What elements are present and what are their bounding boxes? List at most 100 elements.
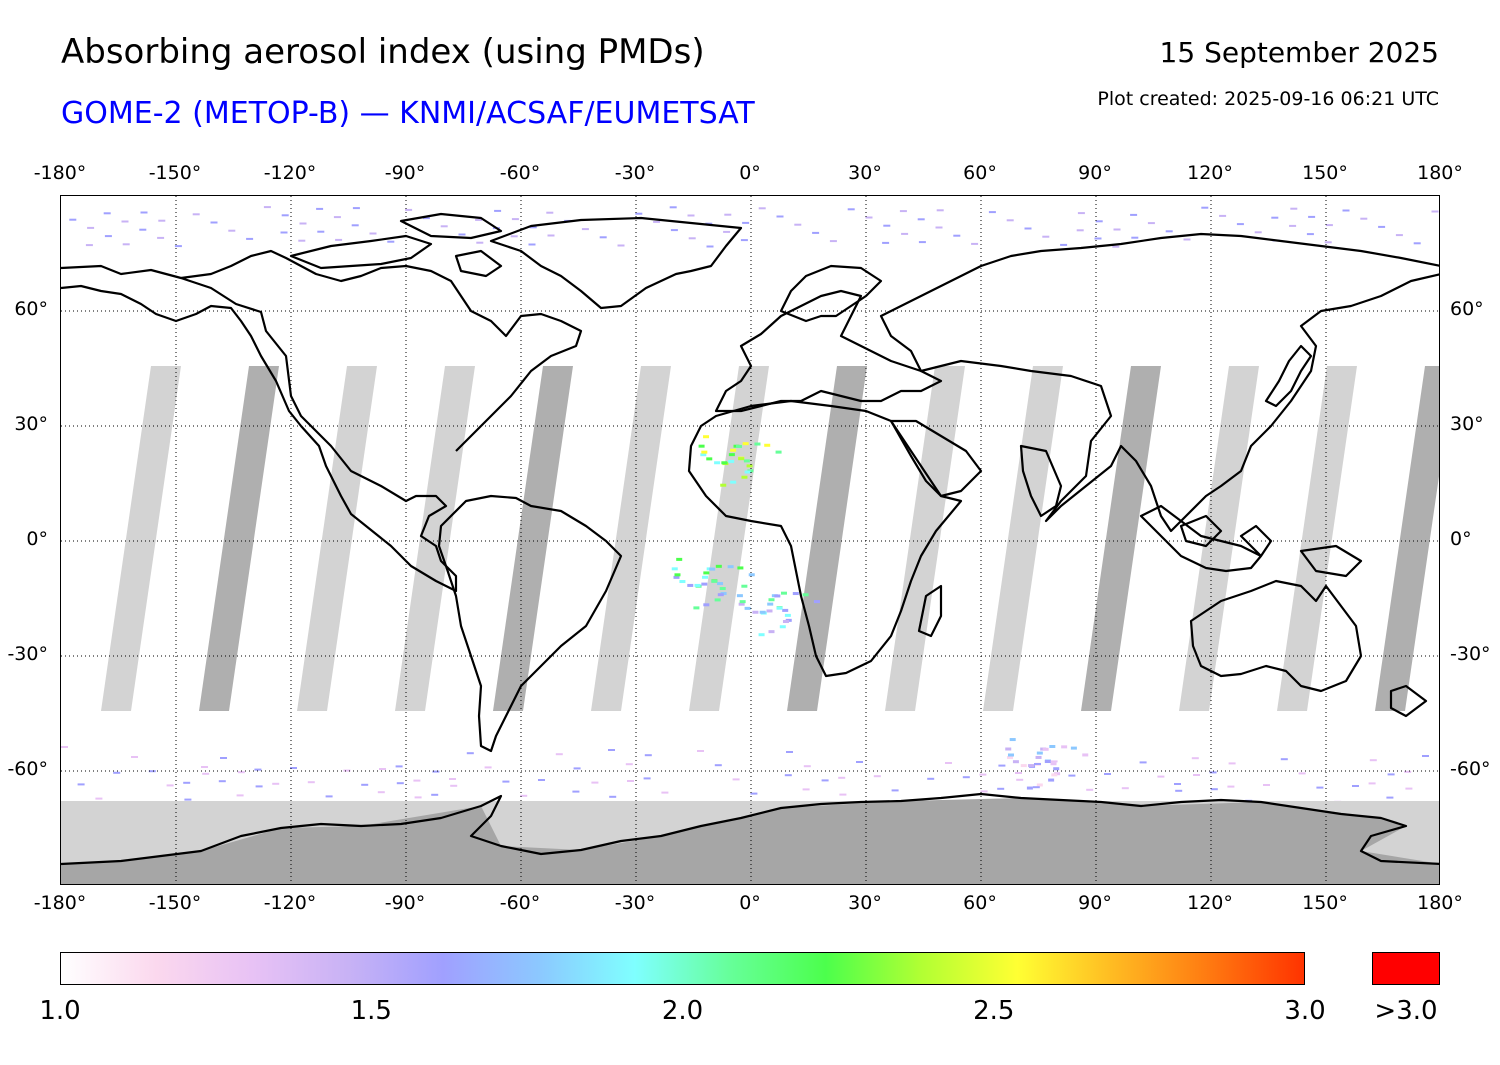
aerosol-pixel bbox=[263, 206, 271, 209]
aerosol-pixel bbox=[174, 245, 182, 248]
aerosol-pixel bbox=[1369, 759, 1377, 762]
aerosol-pixel bbox=[1325, 224, 1333, 227]
aerosol-pixel bbox=[856, 761, 863, 763]
aerosol-pixel bbox=[1271, 216, 1279, 219]
aerosol-pixel bbox=[377, 791, 385, 794]
aerosol-pixel bbox=[343, 769, 351, 772]
aerosol-pixel bbox=[546, 211, 554, 214]
aerosol-pixel bbox=[1308, 215, 1316, 218]
plot-date: 15 September 2025 bbox=[1159, 36, 1439, 69]
aerosol-pixel bbox=[669, 206, 677, 209]
aerosol-pixel bbox=[723, 230, 731, 233]
aerosol-pixel bbox=[502, 780, 510, 783]
aerosol-pixel bbox=[1174, 783, 1181, 785]
aerosol-pixel bbox=[140, 211, 148, 214]
coast-madagascar bbox=[917, 584, 943, 638]
aerosol-pixel bbox=[709, 567, 716, 571]
aerosol-pixel bbox=[743, 459, 750, 463]
aerosol-pixel bbox=[953, 234, 961, 237]
aerosol-pixel bbox=[883, 224, 891, 227]
aerosol-pixel bbox=[1175, 789, 1183, 792]
aerosol-pixel bbox=[744, 606, 751, 610]
aerosol-pixel bbox=[1378, 225, 1386, 228]
aerosol-pixel bbox=[1165, 230, 1173, 233]
aerosol-pixel bbox=[758, 207, 766, 210]
aerosol-pixel bbox=[738, 602, 745, 606]
aerosol-pixel bbox=[728, 459, 735, 463]
aerosol-pixel bbox=[139, 228, 147, 231]
aerosol-pixel bbox=[721, 461, 728, 465]
tick-label: 120° bbox=[1187, 892, 1233, 914]
tick-label: 0° bbox=[26, 528, 48, 550]
aerosol-pixel bbox=[69, 218, 77, 221]
tick-label: 180° bbox=[1417, 162, 1463, 184]
tick-label: 180° bbox=[1417, 892, 1463, 914]
tick-label: -30° bbox=[1450, 643, 1491, 665]
tick-label: 60° bbox=[1450, 298, 1484, 320]
aerosol-pixel bbox=[1431, 210, 1439, 213]
aerosol-pixel bbox=[697, 750, 704, 752]
aerosol-pixel bbox=[466, 752, 474, 755]
tick-label: 90° bbox=[1078, 162, 1112, 184]
aerosol-pixel bbox=[1413, 242, 1421, 245]
tick-label: 30° bbox=[848, 892, 882, 914]
aerosol-pixel bbox=[735, 444, 742, 448]
aerosol-pixel bbox=[676, 557, 683, 561]
aerosol-pixel bbox=[706, 457, 713, 461]
aerosol-pixel bbox=[1094, 237, 1102, 240]
coast-japan bbox=[1264, 344, 1313, 408]
aerosol-pixel bbox=[351, 224, 359, 227]
aerosol-pixel bbox=[1035, 755, 1042, 759]
aerosol-pixel bbox=[1068, 774, 1076, 777]
aerosol-pixel bbox=[1026, 786, 1033, 790]
aerosol-pixel bbox=[1324, 241, 1332, 244]
aerosol-pixel bbox=[764, 443, 771, 447]
aerosol-pixel bbox=[643, 777, 651, 780]
aerosol-pixel bbox=[1193, 774, 1200, 776]
aerosol-pixel bbox=[730, 448, 737, 452]
aerosol-pixel bbox=[715, 564, 722, 568]
aerosol-pixel bbox=[736, 594, 743, 598]
aerosol-pixel bbox=[935, 226, 943, 229]
aerosol-pixel bbox=[61, 746, 68, 748]
aerosol-pixel bbox=[635, 212, 643, 215]
aerosol-pixel bbox=[1254, 231, 1262, 234]
aerosol-pixel bbox=[979, 773, 987, 776]
coast-australia bbox=[1189, 579, 1363, 693]
coast-europe bbox=[714, 289, 943, 413]
orbit-gap-swath bbox=[983, 366, 1063, 711]
tick-label: -60° bbox=[499, 162, 541, 184]
aerosol-pixel bbox=[812, 231, 820, 234]
aerosol-pixel bbox=[1036, 751, 1043, 755]
aerosol-pixel bbox=[572, 790, 580, 793]
aerosol-pixel bbox=[77, 783, 85, 786]
aerosol-pixel bbox=[104, 235, 112, 238]
aerosol-pixel bbox=[701, 582, 708, 586]
coast-scandinavia bbox=[779, 264, 883, 323]
aerosol-pixel bbox=[971, 242, 979, 245]
aerosol-pixel bbox=[737, 566, 744, 570]
aerosol-pixel bbox=[599, 236, 607, 239]
aerosol-pixel bbox=[1342, 209, 1350, 212]
plot-title: Absorbing aerosol index (using PMDs) bbox=[61, 32, 705, 72]
aerosol-pixel bbox=[510, 235, 518, 238]
aerosol-pixel bbox=[121, 220, 129, 223]
antarctica-no-data bbox=[61, 798, 1439, 884]
world-map bbox=[60, 195, 1440, 885]
aerosol-pixel bbox=[1157, 775, 1165, 778]
aerosol-pixel bbox=[1051, 773, 1058, 777]
aerosol-pixel bbox=[1183, 238, 1191, 241]
aerosol-pixel bbox=[520, 794, 528, 797]
aerosol-pixel bbox=[779, 625, 786, 629]
aerosol-pixel bbox=[792, 592, 799, 596]
aerosol-pixel bbox=[1049, 744, 1056, 748]
aerosol-pixel bbox=[158, 219, 166, 222]
aerosol-pixel bbox=[1042, 747, 1049, 751]
tick-label: 60° bbox=[963, 892, 997, 914]
aerosol-pixel bbox=[847, 208, 855, 211]
aerosol-pixel bbox=[484, 766, 492, 769]
aerosol-pixel bbox=[945, 762, 952, 764]
aerosol-pixel bbox=[717, 593, 724, 597]
tick-label: 150° bbox=[1302, 892, 1348, 914]
colorbar-label: 3.0 bbox=[1284, 996, 1326, 1026]
